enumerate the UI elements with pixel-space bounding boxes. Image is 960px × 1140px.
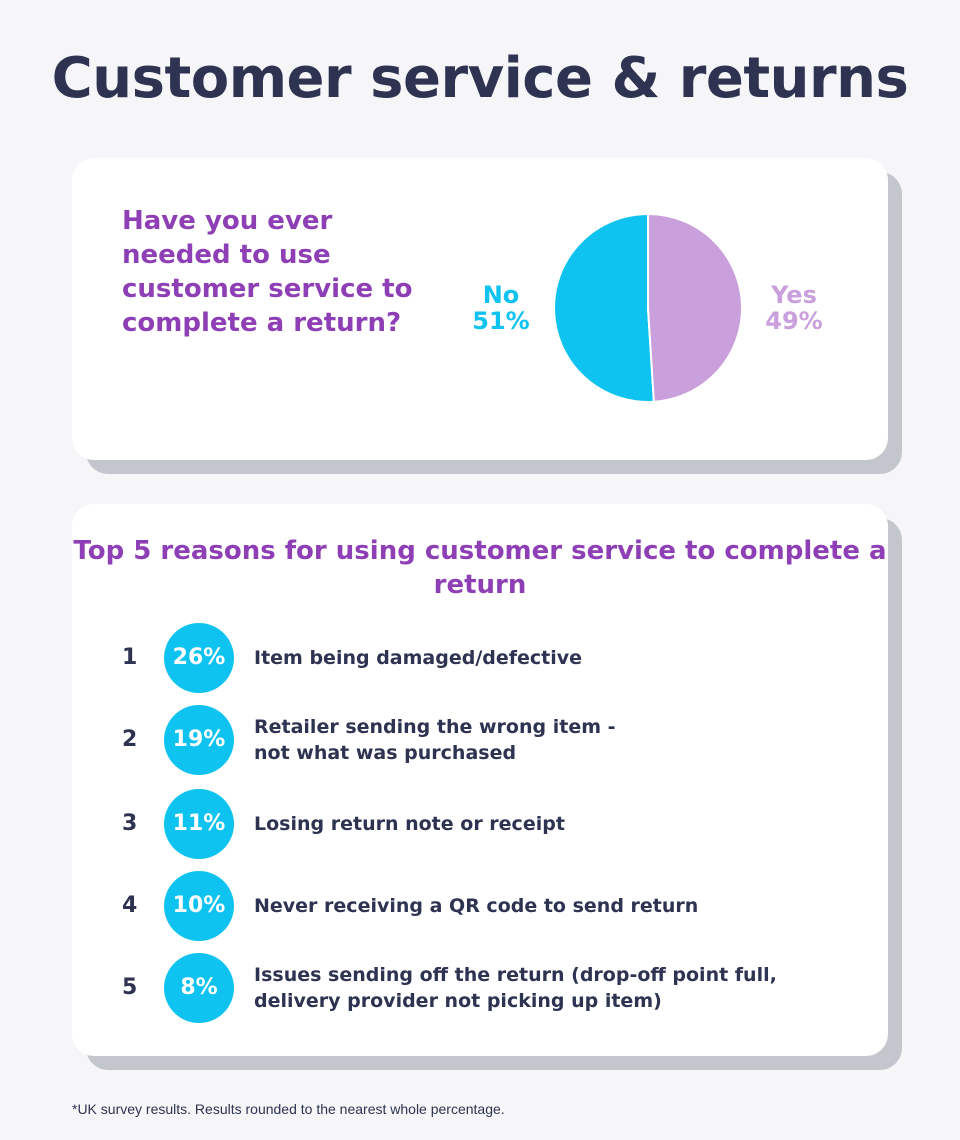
reason-row-4: 4 10% Never receiving a QR code to send … (72, 871, 888, 941)
page-title: Customer service & returns (51, 46, 909, 111)
reason-row-2: 2 19% Retailer sending the wrong item - … (72, 705, 888, 775)
reason-percent-bubble: 8% (164, 953, 234, 1023)
pie-label-yes: Yes 49% (749, 282, 839, 334)
reasons-title: Top 5 reasons for using customer service… (73, 536, 887, 600)
reason-percent-bubble: 19% (164, 705, 234, 775)
pie-slice-no (553, 212, 655, 403)
reason-percent-bubble: 11% (164, 789, 234, 859)
reason-text: Issues sending off the return (drop-off … (254, 964, 777, 1012)
reason-rank: 2 (122, 727, 138, 752)
pie-slice-yes (647, 212, 743, 403)
reason-row-3: 3 11% Losing return note or receipt (72, 789, 888, 859)
reason-percent-bubble: 26% (164, 623, 234, 693)
pie-label-no: No 51% (456, 282, 546, 334)
reason-text: Losing return note or receipt (254, 813, 565, 835)
reason-text: Item being damaged/defective (254, 647, 583, 669)
reason-row-5: 5 8% Issues sending off the return (drop… (72, 953, 888, 1023)
pie-label-yes-name: Yes (771, 281, 817, 309)
pie-label-no-value: 51% (472, 307, 530, 335)
reason-row-1: 1 26% Item being damaged/defective (72, 623, 888, 693)
reason-text: Retailer sending the wrong item - not wh… (254, 716, 616, 764)
reason-rank: 4 (122, 893, 138, 918)
pie-chart (553, 212, 743, 403)
pie-question: Have you ever needed to use customer ser… (122, 206, 413, 338)
footnote: *UK survey results. Results rounded to t… (72, 1101, 505, 1117)
reason-rank: 1 (122, 645, 138, 670)
reason-rank: 5 (122, 975, 138, 1000)
reason-rank: 3 (122, 811, 138, 836)
pie-label-yes-value: 49% (765, 307, 823, 335)
reasons-card: Top 5 reasons for using customer service… (72, 504, 888, 1056)
reason-text: Never receiving a QR code to send return (254, 895, 699, 917)
reason-percent-bubble: 10% (164, 871, 234, 941)
pie-card: Have you ever needed to use customer ser… (72, 158, 888, 460)
pie-label-no-name: No (482, 281, 520, 309)
